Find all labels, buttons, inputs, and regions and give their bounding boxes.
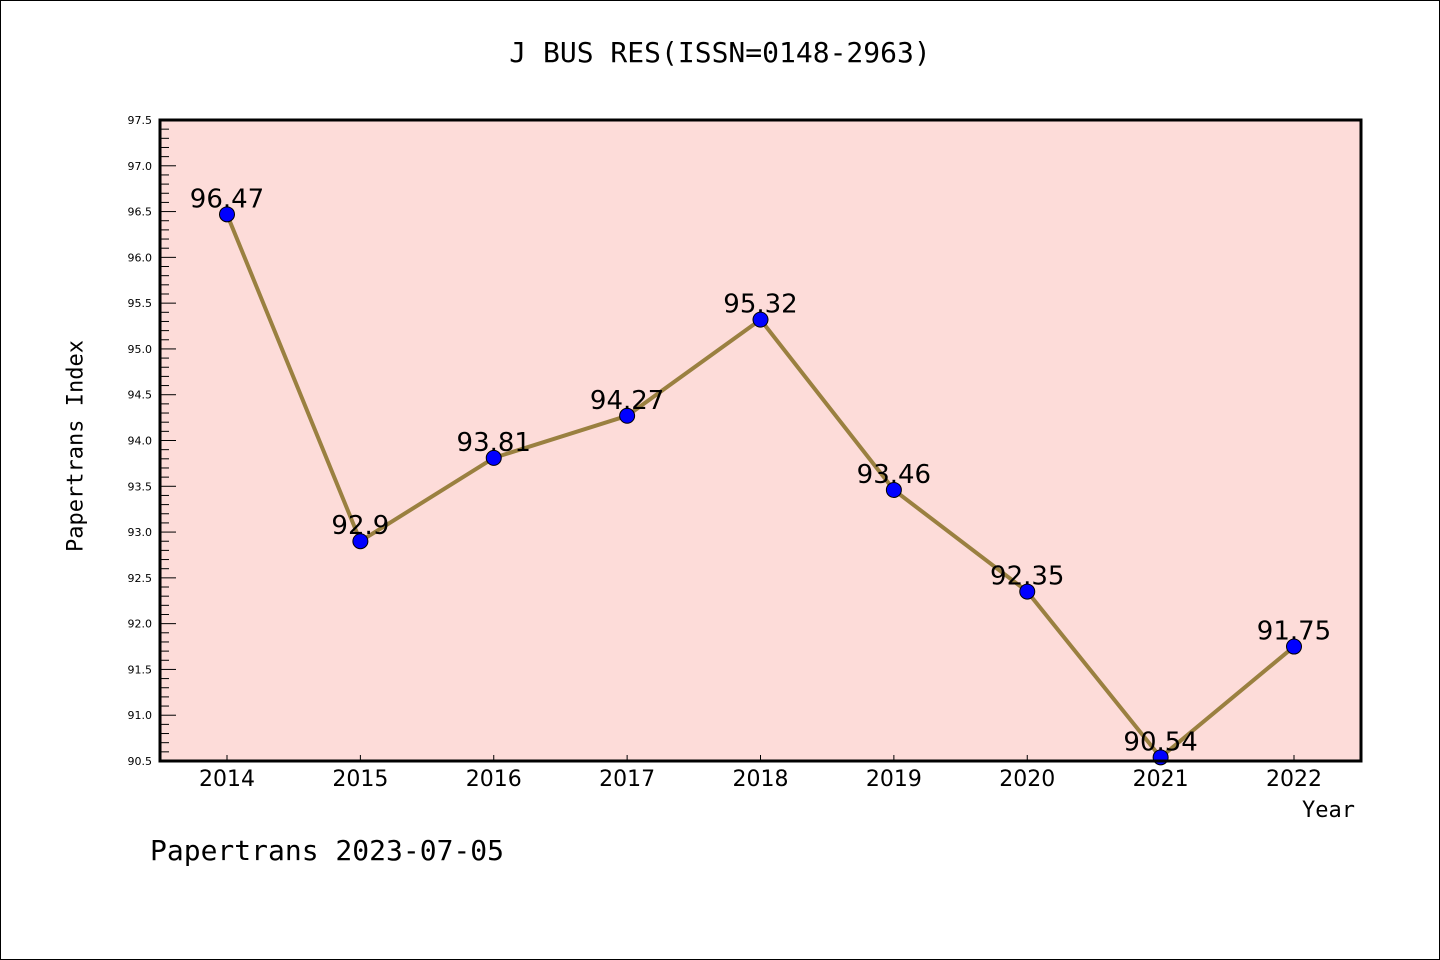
x-axis-label: Year xyxy=(1302,798,1355,823)
data-label: 96.47 xyxy=(190,184,264,214)
y-tick-label: 90.5 xyxy=(128,755,153,768)
x-tick-label: 2020 xyxy=(999,767,1055,792)
y-tick-label: 95.0 xyxy=(128,343,153,356)
data-point xyxy=(885,481,902,498)
data-label: 93.46 xyxy=(857,460,931,490)
x-tick-label: 2021 xyxy=(1133,767,1189,792)
data-label: 90.54 xyxy=(1123,727,1197,757)
data-point xyxy=(1286,638,1302,655)
y-tick-label: 96.0 xyxy=(128,251,153,264)
y-tick-label: 92.5 xyxy=(128,572,153,585)
data-label: 95.32 xyxy=(723,290,797,320)
data-point xyxy=(1019,583,1036,600)
data-point xyxy=(485,449,502,466)
y-tick-label: 96.5 xyxy=(128,206,153,219)
plot-background xyxy=(160,120,1361,761)
y-tick-label: 91.0 xyxy=(128,709,153,722)
y-tick-label: 95.5 xyxy=(128,297,153,310)
data-point xyxy=(752,311,769,328)
x-tick-label: 2016 xyxy=(466,767,522,792)
x-tick-label: 2019 xyxy=(866,767,922,792)
x-tick-label: 2015 xyxy=(332,767,388,792)
y-tick-label: 94.5 xyxy=(128,389,153,402)
data-label: 91.75 xyxy=(1257,617,1331,647)
y-tick-label: 94.0 xyxy=(128,435,153,448)
chart-title: J BUS RES(ISSN=0148-2963) xyxy=(509,36,931,69)
y-tick-label: 93.0 xyxy=(128,526,153,539)
data-label: 93.81 xyxy=(457,428,531,458)
y-tick-label: 97.5 xyxy=(128,114,153,127)
y-tick-label: 97.0 xyxy=(128,160,153,173)
y-tick-label: 92.0 xyxy=(128,618,153,631)
data-point xyxy=(619,407,636,424)
data-point xyxy=(219,206,235,223)
footer-note: Papertrans 2023-07-05 xyxy=(150,834,505,867)
plot-border xyxy=(158,118,1363,763)
x-tick-label: 2014 xyxy=(199,767,255,792)
x-tick-label: 2022 xyxy=(1266,767,1322,792)
x-tick-label: 2017 xyxy=(599,767,655,792)
data-label: 92.35 xyxy=(990,562,1064,592)
data-point xyxy=(352,533,369,550)
y-tick-label: 93.5 xyxy=(128,480,153,493)
data-label: 94.27 xyxy=(590,386,664,416)
y-tick-label: 91.5 xyxy=(128,663,153,676)
data-label: 92.9 xyxy=(331,511,389,541)
x-tick-label: 2018 xyxy=(733,767,789,792)
